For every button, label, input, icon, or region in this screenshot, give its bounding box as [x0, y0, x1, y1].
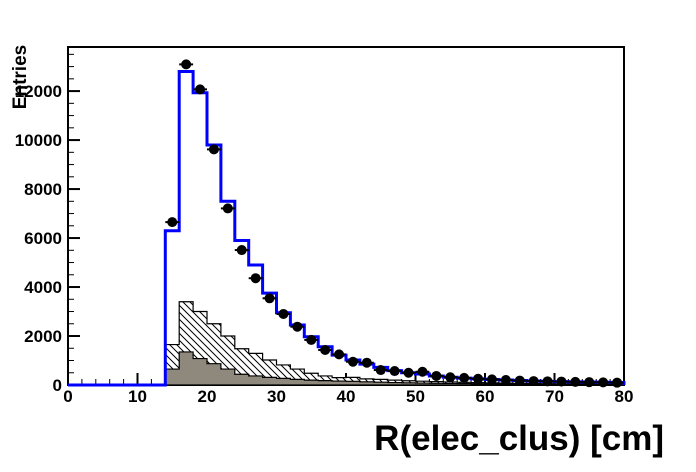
data-point: [556, 376, 567, 387]
data-point: [347, 356, 358, 367]
y-tick-label: 0: [53, 376, 62, 395]
y-tick-label: 6000: [24, 229, 62, 248]
y-tick-label: 2000: [24, 327, 62, 346]
x-axis-title: R(elec_clus) [cm]: [374, 419, 664, 458]
data-points-layer: [165, 59, 624, 388]
histograms-layer: [68, 69, 626, 387]
data-point: [181, 59, 192, 70]
data-point: [584, 377, 595, 388]
data-point: [195, 84, 206, 95]
data-point: [278, 308, 289, 319]
x-tick-label: 40: [337, 387, 356, 406]
plot-frame: [67, 46, 625, 386]
x-tick-label: 70: [545, 387, 564, 406]
y-tick-label: 10000: [15, 131, 62, 150]
data-point: [612, 377, 623, 388]
data-point: [431, 370, 442, 381]
data-point: [459, 372, 470, 383]
data-point: [306, 334, 317, 345]
data-point: [264, 293, 275, 304]
data-point: [361, 357, 372, 368]
y-tick-label: 4000: [24, 278, 62, 297]
data-point: [236, 245, 247, 256]
data-point: [389, 366, 400, 377]
data-point: [528, 376, 539, 387]
data-point: [222, 203, 233, 214]
data-point: [417, 366, 428, 377]
data-point: [570, 376, 581, 387]
y-axis-title: Entries: [10, 45, 31, 109]
data-point: [473, 373, 484, 384]
x-tick-label: 10: [128, 387, 147, 406]
data-point: [403, 367, 414, 378]
data-point: [500, 374, 511, 385]
data-point: [375, 365, 386, 376]
x-tick-label: 20: [198, 387, 217, 406]
x-tick-label: 0: [63, 387, 72, 406]
x-tick-label: 50: [406, 387, 425, 406]
data-point: [167, 217, 178, 228]
data-point: [208, 144, 219, 155]
data-point: [334, 349, 345, 360]
x-tick-label: 30: [267, 387, 286, 406]
data-point: [542, 376, 553, 387]
data-point: [292, 321, 303, 332]
y-tick-label: 8000: [24, 180, 62, 199]
data-point: [445, 372, 456, 383]
x-tick-label: 60: [476, 387, 495, 406]
data-point: [514, 375, 525, 386]
data-point: [598, 377, 609, 388]
data-point: [250, 273, 261, 284]
gray-histogram: [164, 351, 625, 386]
data-point: [486, 374, 497, 385]
y-tick-label: 12000: [15, 82, 62, 101]
total-histogram-line: [68, 69, 626, 387]
data-point: [320, 344, 331, 355]
x-tick-label: 80: [615, 387, 634, 406]
